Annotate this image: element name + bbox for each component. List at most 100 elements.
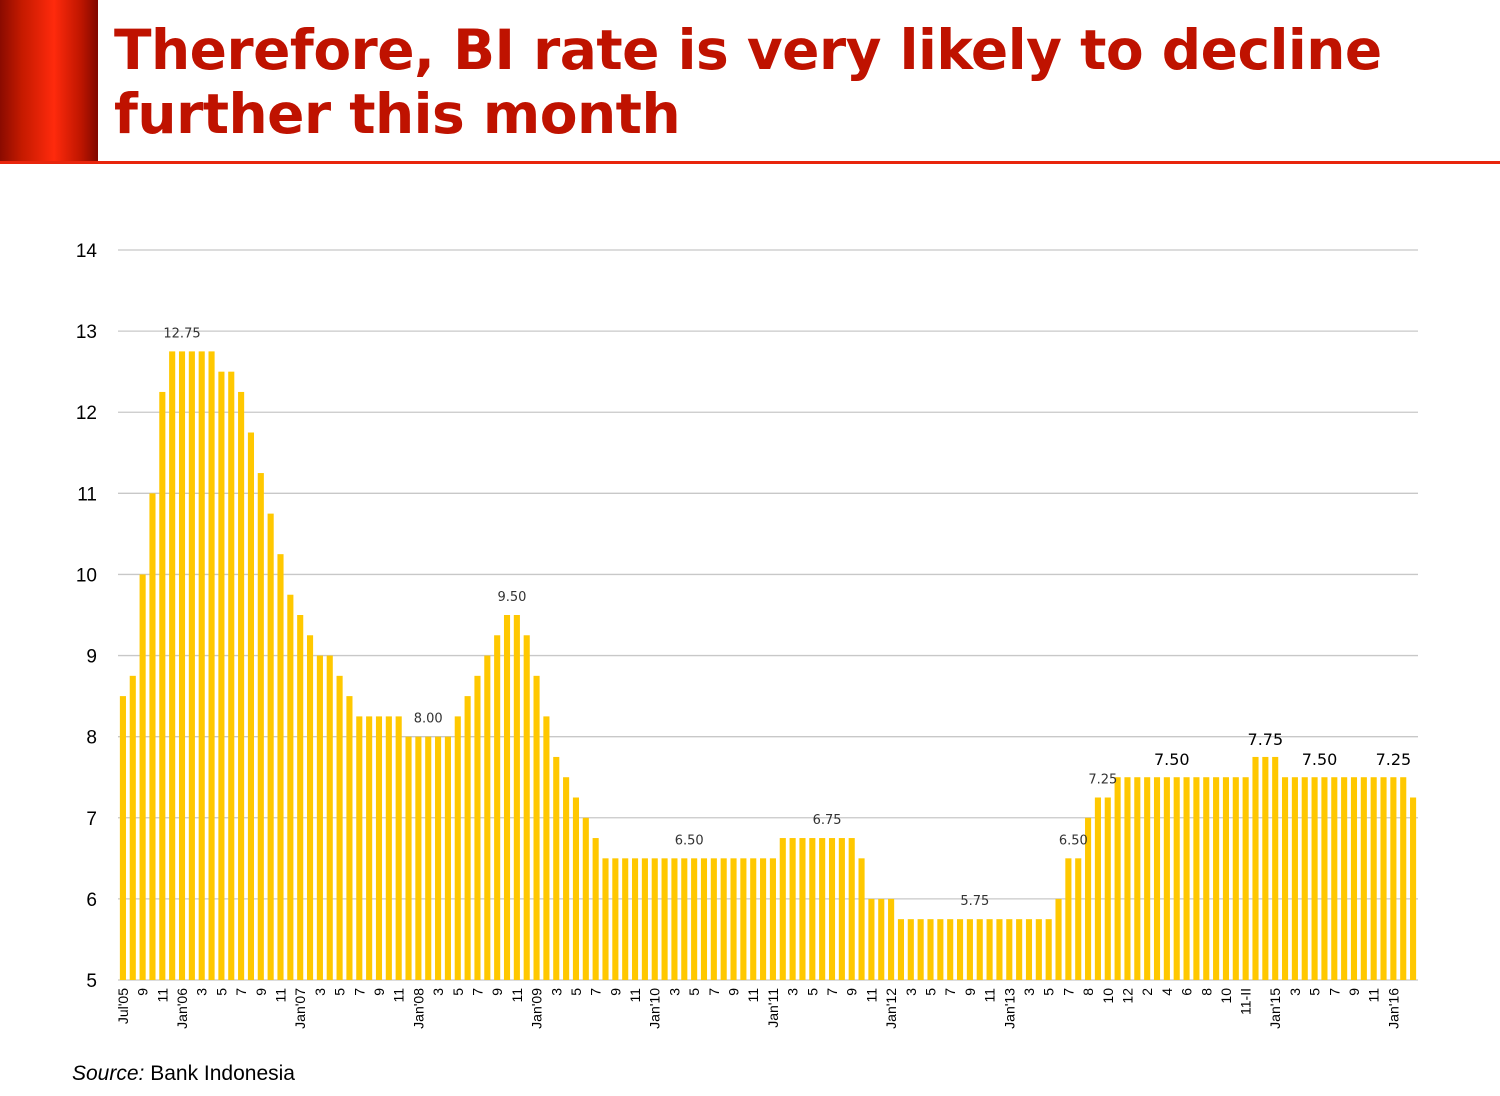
bar xyxy=(316,655,323,980)
bar xyxy=(435,736,442,980)
x-tick-label: 3 xyxy=(194,988,210,996)
bar xyxy=(750,858,757,980)
x-tick-label: Jan'08 xyxy=(410,988,426,1029)
y-tick-label: 14 xyxy=(76,241,98,262)
bar xyxy=(306,635,314,980)
x-tick-label: 5 xyxy=(1041,988,1057,996)
y-tick-label: 5 xyxy=(86,971,97,992)
bar xyxy=(464,696,471,980)
bar xyxy=(454,716,461,980)
bar xyxy=(178,351,186,980)
y-tick-label: 10 xyxy=(76,565,97,586)
y-tick-label: 13 xyxy=(76,322,97,343)
bar xyxy=(356,716,363,980)
bar xyxy=(888,898,895,980)
x-tick-label: 11 xyxy=(1366,988,1382,1003)
bar xyxy=(1400,777,1407,980)
x-tick-label: Jan'12 xyxy=(883,988,899,1029)
bar xyxy=(119,696,126,980)
bar xyxy=(927,919,934,980)
bar xyxy=(297,615,304,980)
x-tick-label: 3 xyxy=(430,988,446,996)
x-tick-label: 6 xyxy=(1179,988,1195,996)
bar xyxy=(326,655,333,980)
bar xyxy=(612,858,619,980)
bar xyxy=(1410,797,1417,980)
bar xyxy=(1370,777,1377,980)
title-underline xyxy=(0,161,1500,164)
x-tick-label: Jan'09 xyxy=(529,988,545,1029)
x-tick-label: Jan'11 xyxy=(765,988,781,1028)
bar xyxy=(622,858,629,980)
bar xyxy=(907,919,914,980)
bar xyxy=(336,675,343,980)
data-label-layer: 12.75 8.00 9.50 6.50 6.75 5.75 6.50 7.25 7.50 7.7… xyxy=(163,326,1411,909)
x-tick-label: 9 xyxy=(962,988,978,996)
x-tick-label: 7 xyxy=(233,988,249,996)
bar xyxy=(1222,777,1230,980)
data-label: 7.50 xyxy=(1302,750,1338,769)
bar xyxy=(257,473,264,980)
bar xyxy=(1035,919,1042,980)
x-tick-label: 5 xyxy=(923,988,939,996)
bar xyxy=(159,391,166,980)
x-tick-label: 7 xyxy=(588,988,604,996)
grid-layer xyxy=(118,249,1418,981)
bar xyxy=(523,635,530,980)
bar xyxy=(828,838,836,980)
bar xyxy=(1390,777,1397,980)
data-label: 5.75 xyxy=(960,894,989,909)
data-label: 6.50 xyxy=(675,833,704,848)
bar xyxy=(1016,919,1023,980)
x-tick-label: Jan'16 xyxy=(1385,988,1401,1029)
bar xyxy=(1055,898,1062,980)
bar xyxy=(553,756,560,980)
y-tick-label: 11 xyxy=(77,484,97,505)
bar xyxy=(1232,777,1239,980)
x-tick-label: 9 xyxy=(253,988,269,996)
bar xyxy=(769,858,776,980)
x-tick-label: 11 xyxy=(154,988,170,1003)
x-tick-label: 11 xyxy=(509,988,525,1003)
bar xyxy=(917,919,924,980)
bar xyxy=(681,858,688,980)
bar xyxy=(1301,777,1308,980)
bar xyxy=(188,351,195,980)
x-tick-label: 9 xyxy=(135,988,151,996)
bar xyxy=(474,675,481,980)
x-tick-label: Jan'10 xyxy=(647,988,663,1029)
bar xyxy=(277,554,284,980)
bar xyxy=(1134,777,1141,980)
bar xyxy=(720,858,727,980)
bar xyxy=(563,777,570,980)
data-label: 12.75 xyxy=(163,326,200,341)
data-label: 7.25 xyxy=(1088,773,1117,788)
slide-title: Therefore, BI rate is very likely to dec… xyxy=(114,18,1484,146)
data-label: 6.75 xyxy=(813,813,842,828)
bar xyxy=(691,858,698,980)
bar xyxy=(1193,777,1200,980)
bar xyxy=(395,716,402,980)
bar xyxy=(848,838,855,980)
bar xyxy=(1262,756,1269,980)
bar xyxy=(710,858,717,980)
x-tick-label: 3 xyxy=(548,988,564,996)
bar xyxy=(484,655,491,980)
bar xyxy=(1124,777,1131,980)
bar xyxy=(1153,777,1161,980)
bar xyxy=(789,838,796,980)
bar xyxy=(287,594,294,980)
bar xyxy=(218,371,225,981)
x-tick-label: 9 xyxy=(726,988,742,996)
data-label: 7.75 xyxy=(1248,730,1284,749)
x-tick-label: 2 xyxy=(1139,988,1155,996)
x-tick-label: 8 xyxy=(1198,988,1214,996)
bar xyxy=(375,716,383,980)
bar xyxy=(779,838,786,980)
x-tick-label: 8 xyxy=(1080,988,1096,996)
bar xyxy=(238,391,245,980)
bar xyxy=(1045,919,1052,980)
x-tick-label: 11 xyxy=(391,988,407,1003)
bar xyxy=(533,675,540,980)
bar xyxy=(1242,777,1249,980)
